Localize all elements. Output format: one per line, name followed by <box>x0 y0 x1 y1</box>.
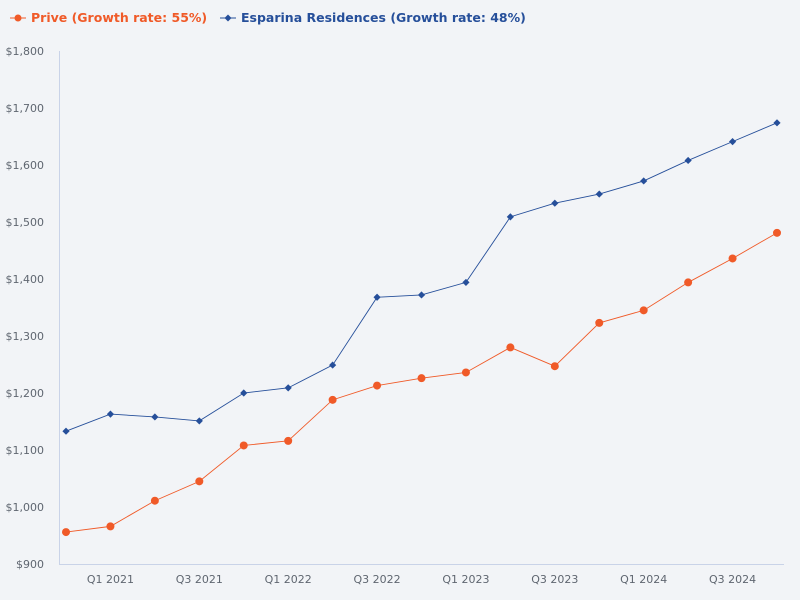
data-point-esparina[interactable] <box>728 138 737 146</box>
y-tick-label: $1,000 <box>6 501 45 514</box>
data-point-esparina[interactable] <box>551 199 559 207</box>
data-point-esparina[interactable] <box>506 213 514 221</box>
data-point-prive[interactable] <box>506 343 515 352</box>
series-esparina <box>62 119 781 435</box>
data-point-esparina[interactable] <box>62 427 70 435</box>
axes: $900 $1,000 $1,100 $1,200 $1,300 $1,400 $1,500… <box>6 45 784 586</box>
series-line-esparina <box>65 122 778 432</box>
data-point-esparina[interactable] <box>373 293 381 301</box>
data-point-prive[interactable] <box>328 395 337 404</box>
legend-label-esparina: Esparina Residences (Growth rate: 48%) <box>241 10 526 25</box>
data-point-esparina[interactable] <box>684 156 692 165</box>
data-point-prive[interactable] <box>639 306 648 315</box>
legend-marker-prive <box>14 14 22 22</box>
plot-area <box>62 119 781 537</box>
data-point-prive[interactable] <box>150 496 159 505</box>
y-tick-label: $1,500 <box>6 216 45 229</box>
data-point-prive[interactable] <box>773 228 781 237</box>
legend-marker-esparina <box>224 14 232 22</box>
data-point-esparina[interactable] <box>773 119 781 127</box>
y-tick-label: $900 <box>16 558 44 571</box>
data-point-prive[interactable] <box>195 477 204 486</box>
y-tick-labels: $900 $1,000 $1,100 $1,200 $1,300 $1,400 $1,500… <box>6 45 45 571</box>
x-tick-label: Q3 2022 <box>353 573 400 586</box>
x-tick-labels: Q1 2021 Q3 2021 Q1 2022 Q3 2022 Q1 2023 Q3 20… <box>87 573 756 586</box>
y-tick-label: $1,600 <box>6 159 45 172</box>
data-point-esparina[interactable] <box>240 389 248 397</box>
data-point-prive[interactable] <box>595 318 604 327</box>
data-point-esparina[interactable] <box>595 190 603 198</box>
y-tick-label: $1,800 <box>6 45 45 58</box>
y-tick-label: $1,100 <box>6 444 45 457</box>
x-tick-label: Q3 2024 <box>709 573 756 586</box>
x-tick-label: Q1 2021 <box>87 573 134 586</box>
data-point-esparina[interactable] <box>329 361 337 369</box>
legend-label-prive: Prive (Growth rate: 55%) <box>31 10 207 25</box>
data-point-esparina[interactable] <box>195 417 203 425</box>
series-line-prive <box>65 232 778 533</box>
legend: Prive (Growth rate: 55%) Esparina Reside… <box>10 10 526 25</box>
data-point-esparina[interactable] <box>417 291 426 299</box>
legend-item-prive[interactable]: Prive (Growth rate: 55%) <box>10 10 207 25</box>
data-point-prive[interactable] <box>417 374 426 383</box>
y-tick-label: $1,700 <box>6 102 45 115</box>
y-tick-label: $1,200 <box>6 387 45 400</box>
y-tick-label: $1,400 <box>6 273 45 286</box>
x-tick-label: Q1 2022 <box>265 573 312 586</box>
data-point-prive[interactable] <box>106 522 115 531</box>
data-point-prive[interactable] <box>62 528 70 537</box>
data-point-prive[interactable] <box>728 254 737 263</box>
x-tick-label: Q1 2024 <box>620 573 667 586</box>
data-point-esparina[interactable] <box>106 410 115 418</box>
data-point-esparina[interactable] <box>462 278 470 287</box>
data-point-prive[interactable] <box>550 362 559 371</box>
data-point-esparina[interactable] <box>151 413 159 421</box>
x-tick-label: Q3 2021 <box>176 573 223 586</box>
x-tick-label: Q3 2023 <box>531 573 578 586</box>
series-prive <box>62 228 781 537</box>
data-point-esparina[interactable] <box>640 177 648 185</box>
y-tick-label: $1,300 <box>6 330 45 343</box>
data-point-prive[interactable] <box>684 278 693 287</box>
data-point-prive[interactable] <box>373 381 382 390</box>
data-point-prive[interactable] <box>284 436 293 445</box>
data-point-esparina[interactable] <box>284 384 292 392</box>
data-point-prive[interactable] <box>461 368 470 377</box>
x-tick-label: Q1 2023 <box>442 573 489 586</box>
legend-item-esparina[interactable]: Esparina Residences (Growth rate: 48%) <box>220 10 526 25</box>
data-point-prive[interactable] <box>239 441 248 450</box>
